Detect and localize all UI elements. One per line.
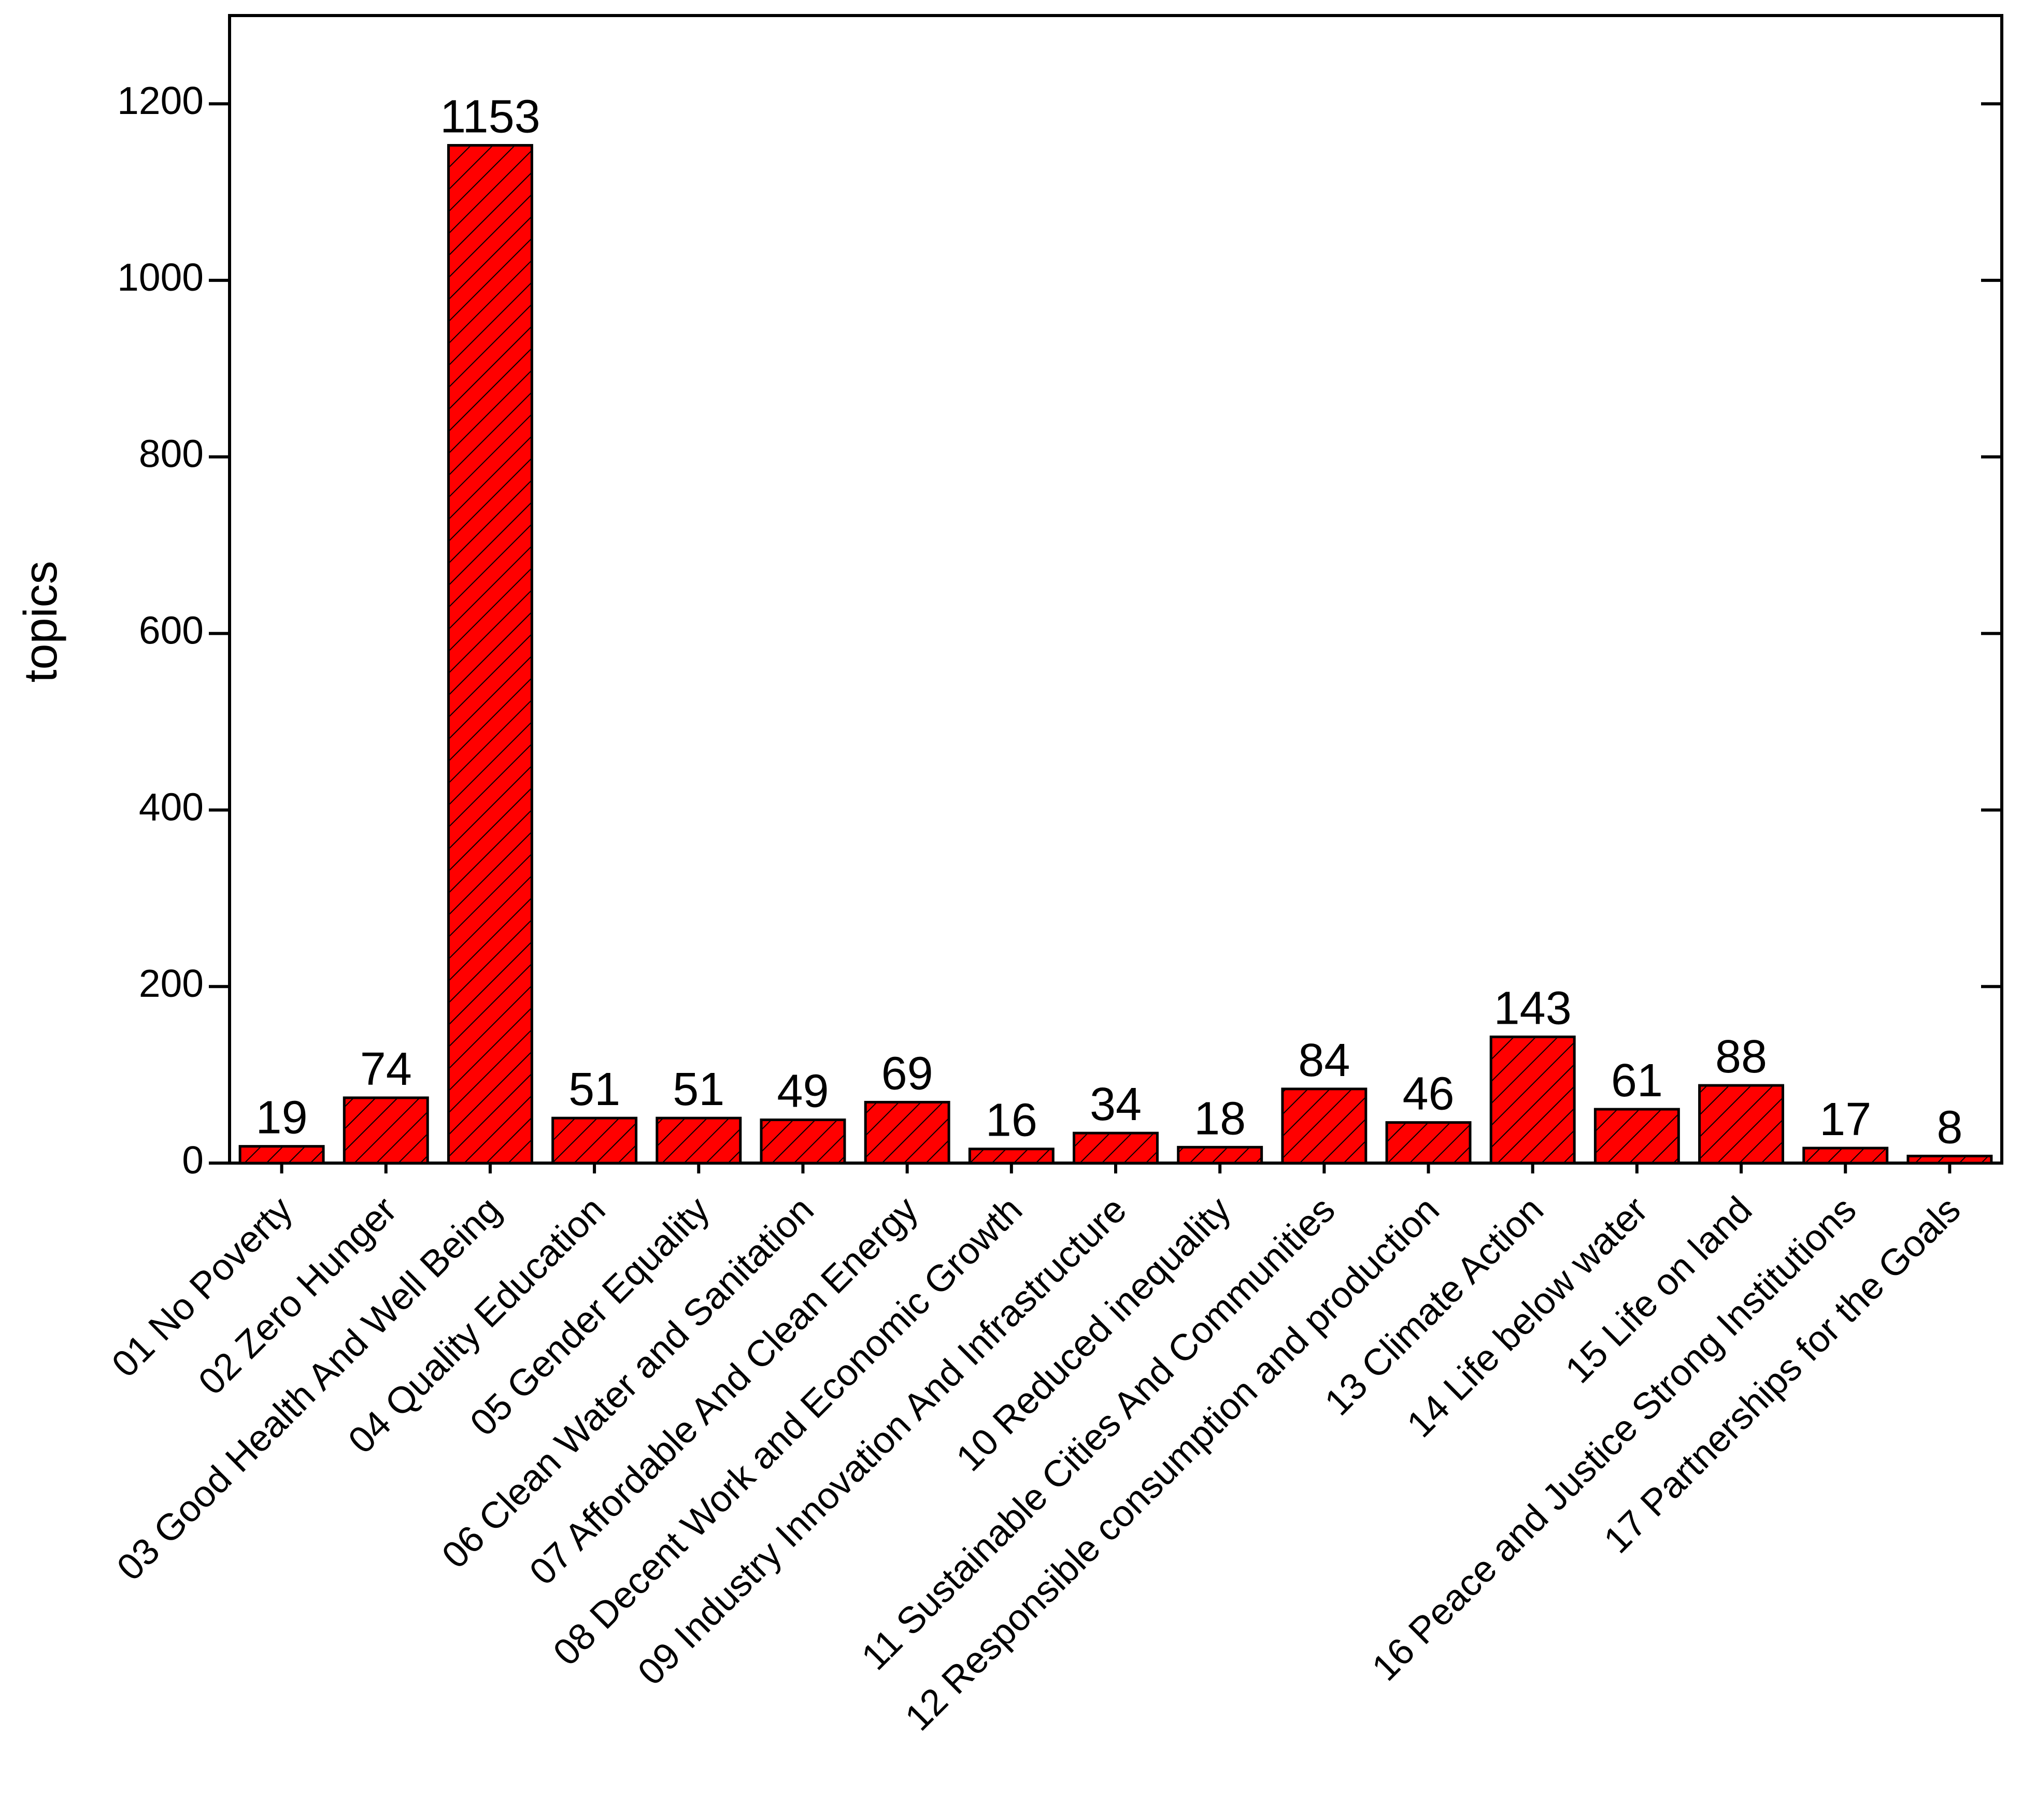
y-tick-label: 0 xyxy=(182,1138,204,1182)
bar-hatch xyxy=(1803,1148,1887,1163)
x-tick-label: 01 No Poverty xyxy=(104,1189,301,1385)
value-label: 8 xyxy=(1936,1101,1962,1153)
y-tick-label: 400 xyxy=(139,785,204,828)
x-tick-label: 07 Affordable And Clean Energy xyxy=(522,1189,926,1593)
x-tick-label: 06 Clean Water and Sanitation xyxy=(434,1189,822,1577)
bar-hatch xyxy=(1178,1147,1262,1163)
bar-hatch xyxy=(1074,1133,1158,1163)
bar-hatch xyxy=(1387,1122,1470,1163)
value-label: 51 xyxy=(568,1064,620,1115)
bar-hatch xyxy=(448,145,532,1164)
value-label: 18 xyxy=(1194,1093,1246,1144)
y-tick-label: 1000 xyxy=(117,255,204,299)
bar-hatch xyxy=(552,1118,636,1163)
value-label: 69 xyxy=(881,1048,933,1099)
bar-hatch xyxy=(1491,1037,1575,1163)
value-label: 74 xyxy=(360,1043,412,1095)
value-label: 1153 xyxy=(440,91,540,142)
value-label: 143 xyxy=(1494,982,1572,1034)
value-label: 51 xyxy=(673,1064,724,1115)
bar-hatch xyxy=(1699,1085,1783,1163)
value-label: 88 xyxy=(1715,1031,1767,1083)
bar-hatch xyxy=(1595,1109,1679,1163)
bar-hatch xyxy=(1282,1088,1366,1163)
y-tick-label: 1200 xyxy=(117,79,204,122)
value-label: 19 xyxy=(256,1092,308,1144)
y-axis-label: topics xyxy=(15,561,67,682)
bar-hatch xyxy=(761,1120,845,1163)
y-tick-label: 800 xyxy=(139,432,204,476)
x-tick-label: 16 Peace and Justice Strong Institutions xyxy=(1364,1189,1864,1689)
bar-hatch xyxy=(1907,1156,1991,1163)
value-label: 61 xyxy=(1611,1055,1663,1107)
value-label: 17 xyxy=(1819,1094,1871,1145)
value-label: 34 xyxy=(1090,1079,1142,1130)
y-tick-label: 600 xyxy=(139,609,204,652)
bar-hatch xyxy=(657,1118,741,1163)
bar-hatch xyxy=(344,1097,428,1163)
value-label: 84 xyxy=(1298,1035,1350,1086)
x-tick-label: 03 Good Health And Well Being xyxy=(109,1189,509,1589)
bar-hatch xyxy=(865,1102,949,1163)
x-tick-label: 15 Life on land xyxy=(1558,1189,1760,1392)
value-label: 49 xyxy=(777,1066,829,1117)
x-tick-label: 09 Industry Innovation And Infrastructur… xyxy=(630,1189,1135,1694)
bar-hatch xyxy=(970,1149,1053,1163)
bar-hatch xyxy=(240,1146,324,1163)
y-tick-label: 200 xyxy=(139,962,204,1005)
value-label: 46 xyxy=(1402,1068,1454,1120)
value-label: 16 xyxy=(986,1095,1037,1147)
